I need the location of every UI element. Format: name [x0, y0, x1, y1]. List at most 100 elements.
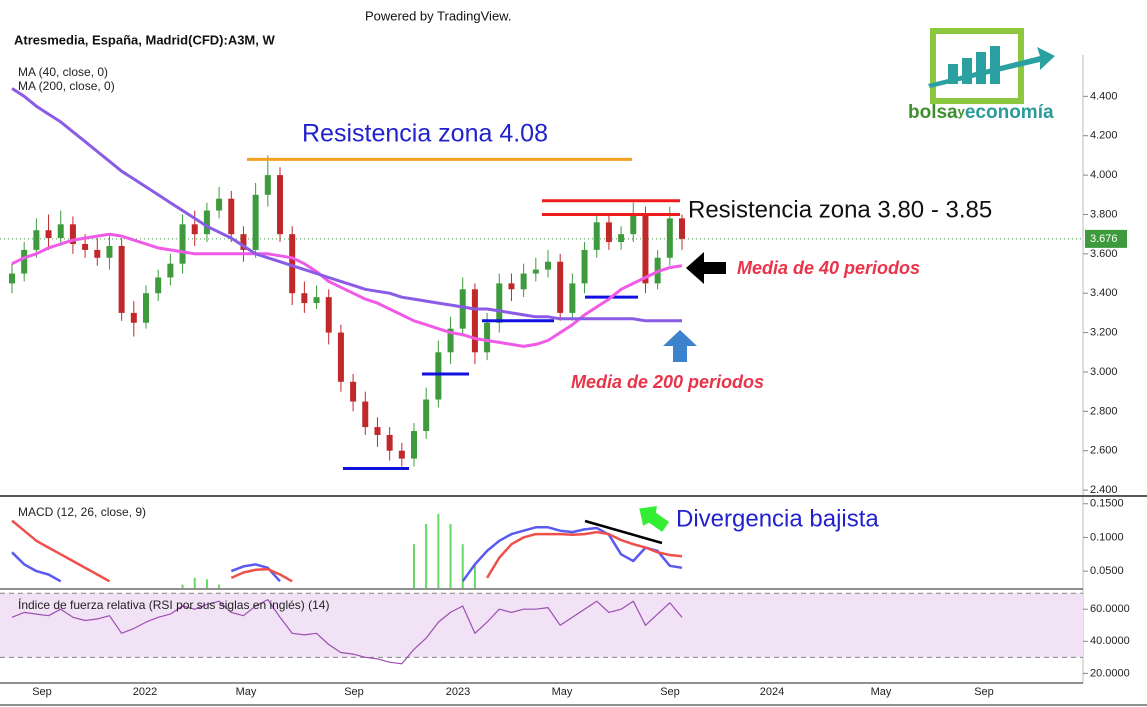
y-tick-label: 2.600 — [1090, 445, 1118, 457]
candle-body — [94, 249, 101, 258]
candle-body — [496, 283, 503, 323]
candle-body — [228, 198, 235, 235]
candle-body — [167, 263, 174, 278]
logo: bolsayeconomía — [908, 28, 1055, 123]
last-price-label: 3.676 — [1090, 233, 1118, 245]
series-line — [11, 519, 683, 583]
candle-body — [289, 234, 296, 294]
x-tick-label: Sep — [974, 686, 994, 698]
candle-body — [45, 230, 52, 239]
histogram-bar — [218, 584, 221, 588]
histogram-bar — [437, 513, 440, 588]
candle-body — [191, 224, 198, 235]
candle-body — [520, 273, 527, 290]
y-tick-label: 20.0000 — [1090, 667, 1130, 679]
candle-body — [325, 297, 332, 333]
x-tick-label: 2024 — [760, 686, 784, 698]
candle-body — [301, 293, 308, 304]
y-tick-label: 4.000 — [1090, 169, 1118, 181]
candle-body — [593, 222, 600, 250]
y-tick-label: 3.600 — [1090, 248, 1118, 260]
candle-body — [33, 230, 40, 250]
histogram-bar — [413, 544, 415, 588]
y-tick-label: 3.800 — [1090, 208, 1118, 220]
candle-body — [179, 224, 186, 264]
powered-by: Powered by TradingView. — [365, 8, 511, 23]
candle-body — [557, 261, 564, 313]
y-tick-label: 3.400 — [1090, 287, 1118, 299]
candle-body — [130, 312, 137, 323]
annotation: Media de 40 periodos — [737, 258, 920, 278]
candle-body — [447, 328, 454, 353]
series-line — [11, 599, 683, 665]
candle-body — [143, 293, 149, 323]
y-tick-label: 0.1500 — [1090, 498, 1124, 510]
logo-text: bolsayeconomía — [908, 102, 1054, 123]
candle-body — [423, 399, 430, 432]
candle-body — [69, 224, 76, 244]
series-line — [11, 87, 682, 323]
y-tick-label: 2.400 — [1090, 484, 1118, 496]
panel — [0, 592, 1083, 665]
histogram-bar — [181, 584, 184, 588]
histogram-bar — [425, 523, 428, 588]
panel-title: Índice de fuerza relativa (RSI por sus s… — [18, 597, 329, 612]
annotation: Resistencia zona 4.08 — [302, 120, 548, 148]
candle-body — [532, 269, 539, 274]
y-tick-label: 3.200 — [1090, 327, 1118, 339]
histogram-bar — [461, 544, 464, 588]
histogram-bar — [449, 523, 452, 588]
candle-body — [484, 322, 491, 353]
indicator-label: MA (200, close, 0) — [18, 79, 115, 93]
y-tick-label: 3.000 — [1090, 366, 1118, 378]
candle-body — [106, 245, 113, 258]
annotation: Resistencia zona 3.80 - 3.85 — [688, 196, 992, 223]
indicator-label: MA (40, close, 0) — [18, 65, 108, 79]
candle-body — [240, 234, 247, 250]
candle-body — [203, 210, 210, 235]
candle-body — [666, 218, 673, 258]
x-tick-label: Sep — [344, 686, 364, 698]
candle-body — [459, 289, 466, 329]
candle-body — [21, 249, 28, 274]
y-tick-label: 40.0000 — [1090, 635, 1130, 647]
histogram-bar — [473, 564, 476, 588]
panel — [0, 87, 1083, 470]
y-tick-label: 0.1000 — [1090, 531, 1124, 543]
candle-body — [374, 427, 381, 435]
y-tick-label: 4.400 — [1090, 90, 1118, 102]
candle-body — [630, 214, 637, 235]
candle-body — [569, 283, 576, 313]
x-tick-label: 2022 — [133, 686, 157, 698]
x-tick-label: May — [552, 686, 573, 698]
candle-body — [508, 283, 515, 290]
x-tick-label: May — [871, 686, 892, 698]
annotation: Divergencia bajista — [676, 505, 879, 532]
candle-body — [679, 218, 685, 239]
x-tick-label: May — [236, 686, 257, 698]
candle-body — [386, 434, 393, 451]
arrow — [686, 252, 726, 284]
y-tick-label: 60.0000 — [1090, 603, 1130, 615]
series-line — [11, 232, 683, 348]
panel-title: MACD (12, 26, close, 9) — [18, 505, 146, 519]
candle-body — [252, 194, 259, 250]
candle-body — [313, 297, 320, 304]
histogram-bar — [205, 579, 208, 588]
y-tick-label: 2.800 — [1090, 405, 1118, 417]
rsi-band — [0, 593, 1083, 658]
candle-body — [350, 381, 357, 402]
candle-body — [362, 401, 369, 428]
y-tick-label: 0.0500 — [1090, 565, 1124, 577]
y-tick-label: 4.200 — [1090, 130, 1118, 142]
candle-body — [155, 277, 162, 294]
panel — [11, 513, 683, 588]
candle-body — [605, 222, 612, 243]
divergence-line — [584, 519, 663, 545]
candle-body — [9, 273, 15, 284]
last-price-box — [1085, 229, 1127, 248]
arrow — [663, 330, 697, 362]
x-tick-label: 2023 — [446, 686, 470, 698]
candle-body — [398, 450, 405, 459]
